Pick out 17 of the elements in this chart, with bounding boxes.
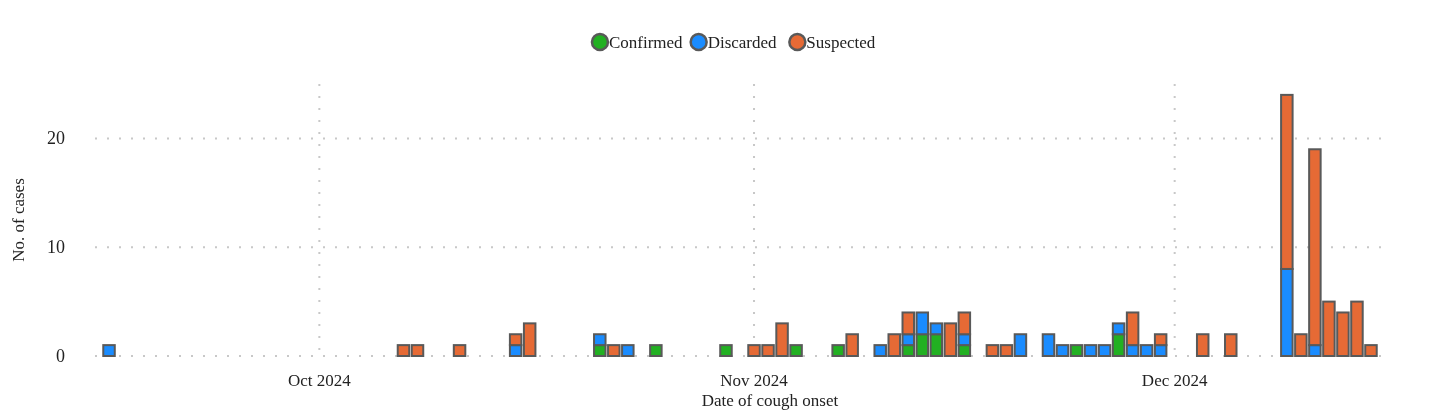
bar <box>452 344 467 357</box>
y-tick-label: 20 <box>47 128 65 149</box>
y-axis-title: No. of cases <box>9 178 28 262</box>
bar <box>1224 333 1238 357</box>
x-tick-label: Nov 2024 <box>720 371 789 390</box>
legend-label: Confirmed <box>608 33 684 52</box>
y-tick-label: 10 <box>47 237 65 258</box>
x-axis-title: Date of cough onset <box>701 391 839 410</box>
x-tick-label: Dec 2024 <box>1141 371 1208 390</box>
y-tick-label: 0 <box>56 346 65 366</box>
x-tick-label: Oct 2024 <box>287 371 352 390</box>
legend-label: Suspected <box>806 33 876 52</box>
legend-label: Discarded <box>707 33 778 52</box>
bar <box>102 344 116 357</box>
bar <box>1195 333 1210 357</box>
bar <box>719 344 733 357</box>
bar <box>649 344 663 357</box>
